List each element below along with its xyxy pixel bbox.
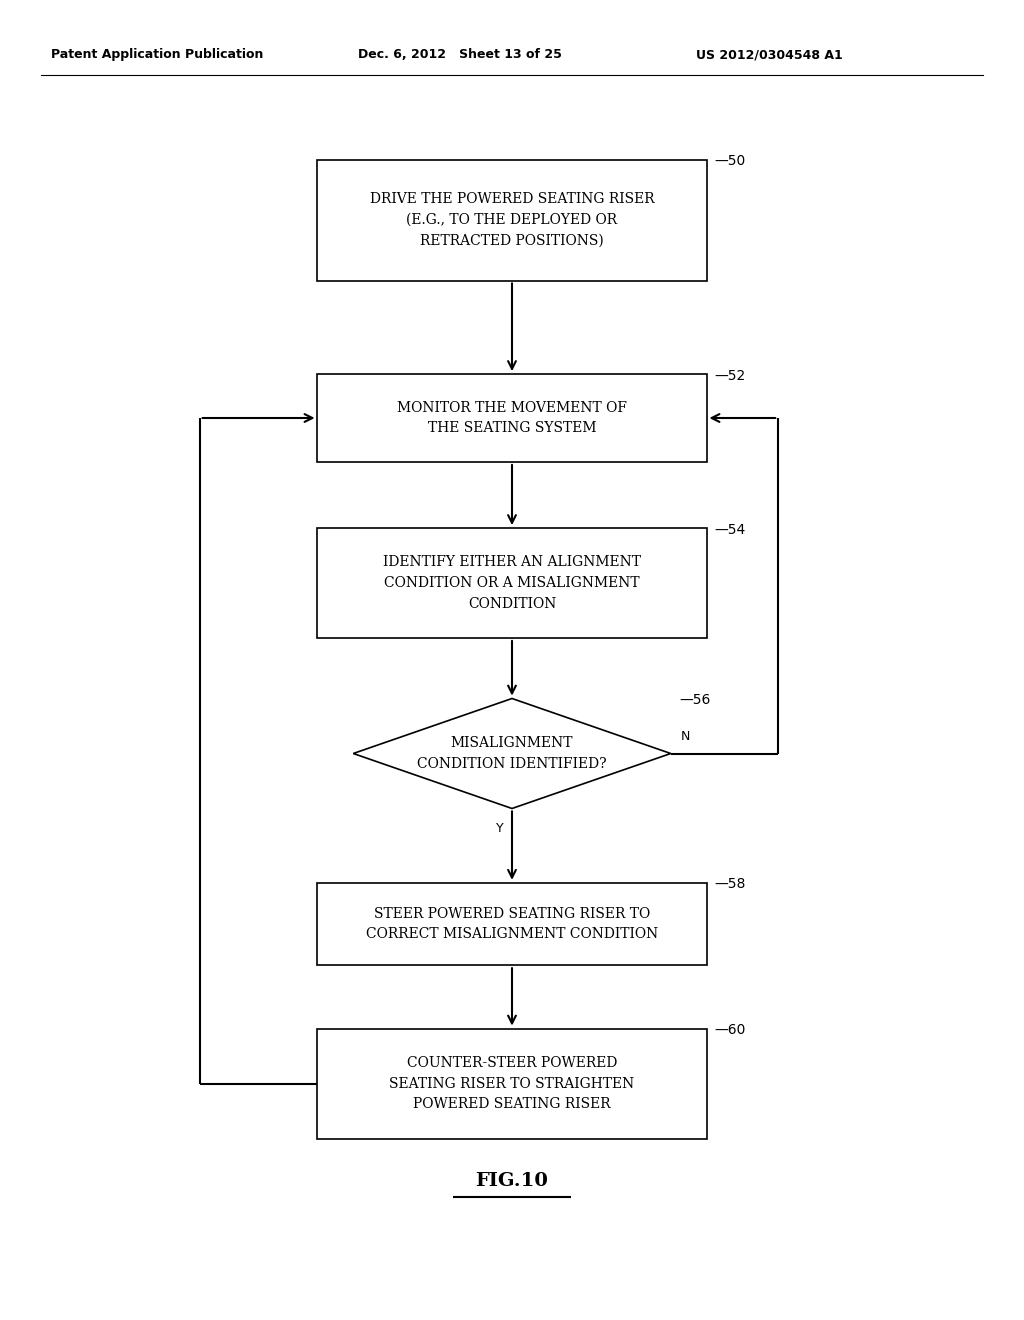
- Polygon shape: [353, 698, 671, 808]
- Bar: [317, 883, 707, 965]
- Text: —56: —56: [679, 693, 711, 708]
- Text: IDENTIFY EITHER AN ALIGNMENT
CONDITION OR A MISALIGNMENT
CONDITION: IDENTIFY EITHER AN ALIGNMENT CONDITION O…: [383, 556, 641, 611]
- Text: COUNTER-STEER POWERED
SEATING RISER TO STRAIGHTEN
POWERED SEATING RISER: COUNTER-STEER POWERED SEATING RISER TO S…: [389, 1056, 635, 1111]
- Text: Patent Application Publication: Patent Application Publication: [51, 48, 263, 61]
- Text: Y: Y: [496, 821, 504, 834]
- Text: —52: —52: [715, 368, 746, 383]
- Text: —54: —54: [715, 523, 746, 536]
- Text: MISALIGNMENT
CONDITION IDENTIFIED?: MISALIGNMENT CONDITION IDENTIFIED?: [417, 737, 607, 771]
- Bar: [317, 374, 707, 462]
- Text: FIG.10: FIG.10: [475, 1172, 549, 1191]
- Bar: [317, 160, 707, 281]
- Bar: [317, 528, 707, 638]
- Text: —50: —50: [715, 154, 746, 168]
- Text: DRIVE THE POWERED SEATING RISER
(E.G., TO THE DEPLOYED OR
RETRACTED POSITIONS): DRIVE THE POWERED SEATING RISER (E.G., T…: [370, 193, 654, 248]
- Text: —60: —60: [715, 1023, 746, 1038]
- Text: —58: —58: [715, 878, 746, 891]
- Text: MONITOR THE MOVEMENT OF
THE SEATING SYSTEM: MONITOR THE MOVEMENT OF THE SEATING SYST…: [397, 401, 627, 436]
- Bar: [317, 1028, 707, 1138]
- Text: Dec. 6, 2012   Sheet 13 of 25: Dec. 6, 2012 Sheet 13 of 25: [358, 48, 562, 61]
- Text: N: N: [681, 730, 690, 743]
- Text: US 2012/0304548 A1: US 2012/0304548 A1: [696, 48, 843, 61]
- Text: STEER POWERED SEATING RISER TO
CORRECT MISALIGNMENT CONDITION: STEER POWERED SEATING RISER TO CORRECT M…: [366, 907, 658, 941]
